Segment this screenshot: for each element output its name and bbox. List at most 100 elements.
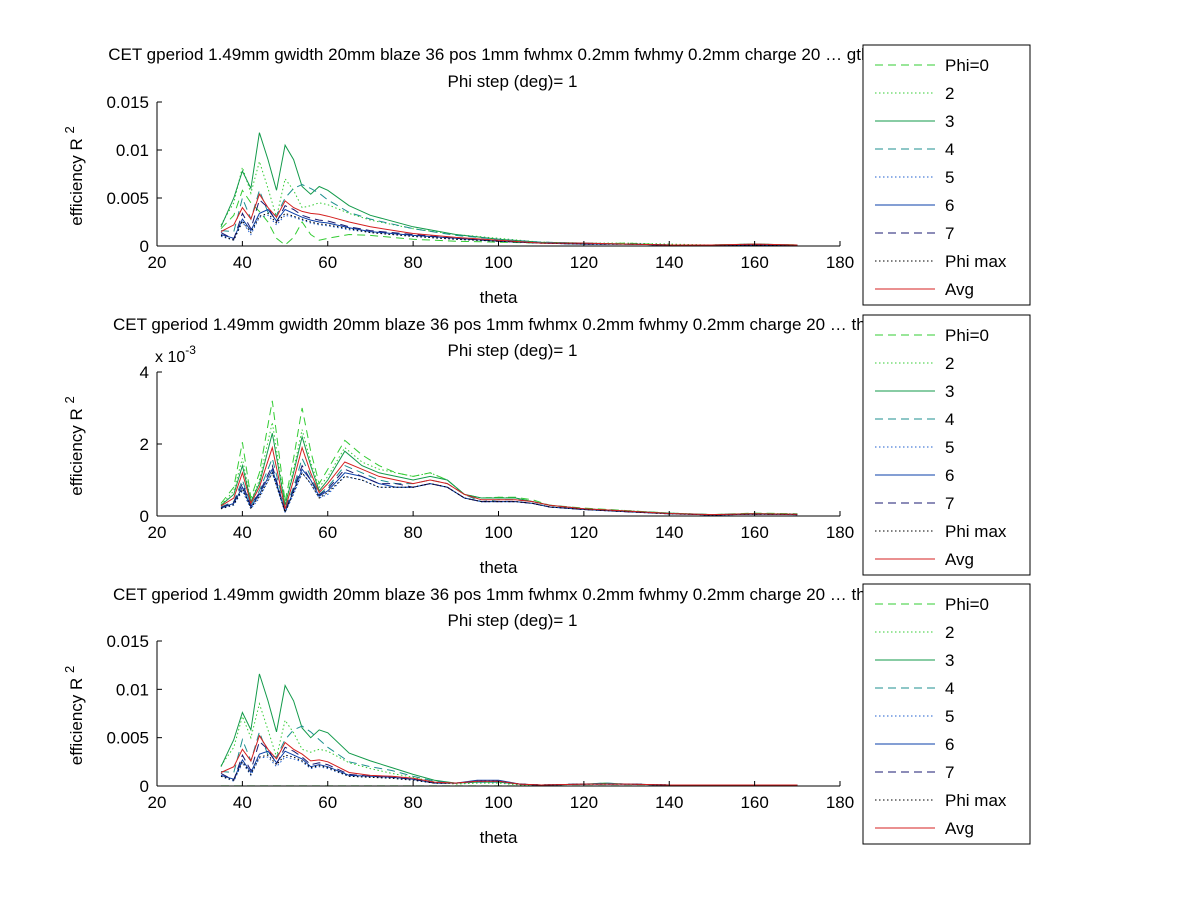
legend-label: Phi=0 — [945, 326, 989, 345]
y-tick-label: 0 — [140, 237, 149, 256]
series-line-2 — [220, 159, 798, 246]
x-tick-label: 180 — [826, 253, 854, 272]
series-line-7 — [220, 198, 798, 246]
x-axis-label: theta — [480, 558, 518, 577]
legend-label: Phi max — [945, 252, 1007, 271]
series-line-7 — [220, 464, 798, 516]
chart-subtitle: Phi step (deg)= 1 — [448, 341, 578, 360]
x-tick-label: 20 — [148, 523, 167, 542]
chart-panel-2: 20 40 60 80 100 120 140 160 180 0 2 4 x 10-3 CET gper… — [62, 314, 1031, 577]
legend-label: 4 — [945, 679, 954, 698]
y-tick-label: 0.005 — [106, 189, 149, 208]
chart-panel-3: 20 40 60 80 100 120 140 160 180 0 0.005 0.01 0.015 CE… — [62, 583, 1031, 847]
x-tick-label: 140 — [655, 793, 683, 812]
y-axis-label: efficiency R 2 — [62, 396, 86, 496]
series-group — [220, 132, 798, 246]
y-tick-label: 0 — [140, 777, 149, 796]
chart-subtitle: Phi step (deg)= 1 — [448, 611, 578, 630]
x-tick-label: 60 — [318, 253, 337, 272]
y-tick-label: 0.01 — [116, 680, 149, 699]
series-group — [220, 673, 798, 786]
series-line-4 — [220, 184, 798, 246]
series-line-3 — [220, 132, 798, 246]
series-line-9 — [220, 734, 798, 786]
series-line-9 — [220, 193, 798, 246]
x-axis-label: theta — [480, 828, 518, 847]
x-tick-label: 80 — [404, 523, 423, 542]
legend-label: 4 — [945, 140, 954, 159]
legend-label: 3 — [945, 382, 954, 401]
legend-label: Avg — [945, 280, 974, 299]
chart-title: CET gperiod 1.49mm gwidth 20mm blaze 36 … — [113, 315, 912, 334]
x-tick-label: 60 — [318, 793, 337, 812]
x-tick-label: 120 — [570, 523, 598, 542]
legend-label: Phi=0 — [945, 595, 989, 614]
legend-label: 6 — [945, 735, 954, 754]
series-line-8 — [220, 471, 798, 516]
series-line-3 — [220, 673, 798, 786]
legend-label: Phi=0 — [945, 56, 989, 75]
y-tick-label: 0.015 — [106, 93, 149, 112]
y-tick-label: 2 — [140, 435, 149, 454]
series-group — [220, 400, 798, 516]
x-tick-label: 20 — [148, 793, 167, 812]
chart-panel-1: 20 40 60 80 100 120 140 160 180 0 0.005 0.01 0.015 CE… — [62, 44, 1031, 307]
legend-box — [862, 314, 1031, 576]
legend-label: 7 — [945, 224, 954, 243]
x-tick-label: 120 — [570, 253, 598, 272]
legend: Phi=0 2 3 4 5 6 7 Phi max Avg — [862, 44, 1031, 306]
legend-label: 3 — [945, 112, 954, 131]
legend-label: 4 — [945, 410, 954, 429]
series-line-1 — [220, 189, 798, 246]
legend-label: 2 — [945, 354, 954, 373]
x-tick-label: 40 — [233, 253, 252, 272]
x-tick-label: 180 — [826, 523, 854, 542]
y-tick-label: 0 — [140, 507, 149, 526]
x-tick-label: 160 — [740, 523, 768, 542]
series-line-6 — [220, 467, 798, 516]
x-tick-label: 60 — [318, 523, 337, 542]
y-tick-label: 0.015 — [106, 632, 149, 651]
series-line-9 — [220, 445, 798, 516]
x-tick-label: 80 — [404, 253, 423, 272]
y-tick-label: 4 — [140, 363, 149, 382]
series-line-5 — [220, 471, 798, 516]
x-tick-label: 40 — [233, 793, 252, 812]
legend-label: 3 — [945, 651, 954, 670]
series-line-2 — [220, 702, 798, 786]
legend-label: 2 — [945, 84, 954, 103]
x-tick-label: 100 — [484, 523, 512, 542]
x-tick-label: 40 — [233, 523, 252, 542]
legend-label: Avg — [945, 550, 974, 569]
x-tick-label: 140 — [655, 253, 683, 272]
legend-label: 5 — [945, 438, 954, 457]
y-tick-label: 0.01 — [116, 141, 149, 160]
chart-title: CET gperiod 1.49mm gwidth 20mm blaze 36 … — [113, 585, 912, 604]
legend-label: 5 — [945, 168, 954, 187]
series-line-8 — [220, 754, 798, 786]
legend-label: 6 — [945, 466, 954, 485]
x-tick-label: 20 — [148, 253, 167, 272]
chart-title: CET gperiod 1.49mm gwidth 20mm blaze 36 … — [108, 45, 916, 64]
x-tick-label: 120 — [570, 793, 598, 812]
series-line-4 — [220, 456, 798, 516]
series-line-1 — [220, 400, 798, 516]
legend-box — [862, 44, 1031, 306]
x-tick-label: 100 — [484, 793, 512, 812]
x-tick-label: 180 — [826, 793, 854, 812]
x-tick-label: 100 — [484, 253, 512, 272]
y-axis-label: efficiency R 2 — [62, 126, 86, 226]
y-tick-label: 0.005 — [106, 729, 149, 748]
y-axis-label: efficiency R 2 — [62, 666, 86, 766]
series-line-4 — [220, 725, 798, 786]
legend-label: Avg — [945, 819, 974, 838]
legend-label: Phi max — [945, 791, 1007, 810]
legend-label: 7 — [945, 494, 954, 513]
y-exponent-label: x 10-3 — [155, 343, 196, 366]
x-tick-label: 160 — [740, 793, 768, 812]
chart-subtitle: Phi step (deg)= 1 — [448, 72, 578, 91]
legend-label: 5 — [945, 707, 954, 726]
legend-box — [862, 583, 1031, 845]
legend: Phi=0 2 3 4 5 6 7 Phi max Avg — [862, 314, 1031, 576]
